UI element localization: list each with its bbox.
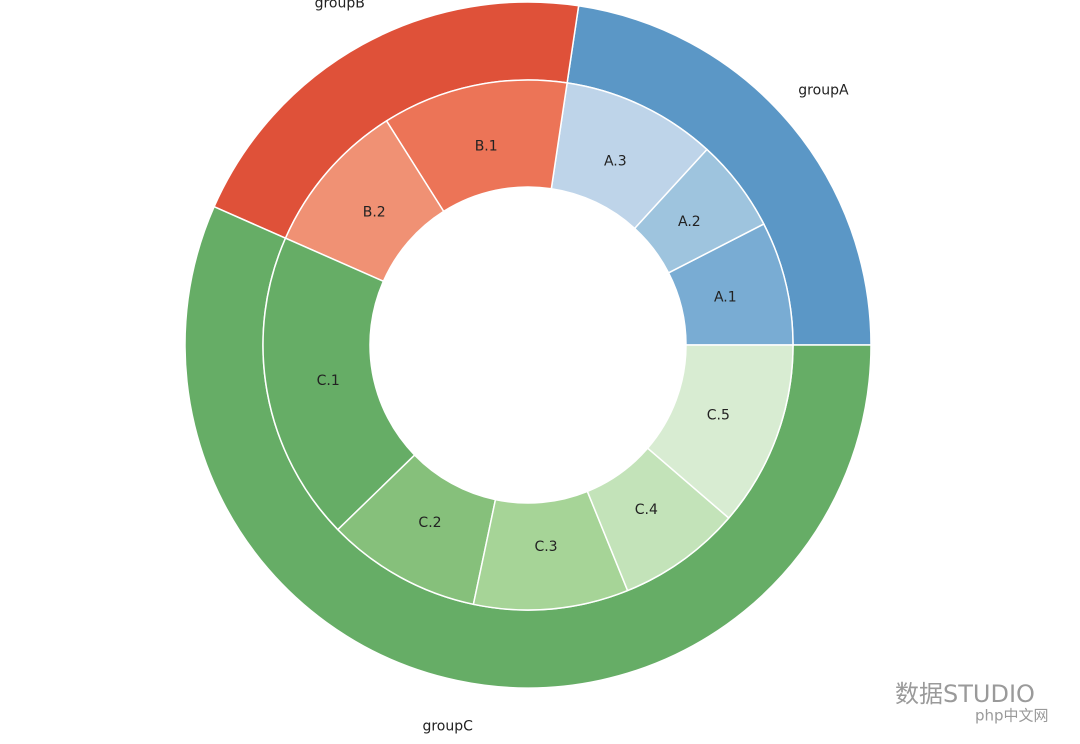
subgroup-label: B.2 <box>363 204 386 220</box>
subgroup-label: C.4 <box>635 502 658 518</box>
subgroup-label: B.1 <box>475 138 498 154</box>
inner-wedge <box>646 344 794 520</box>
subgroup-label: C.1 <box>317 373 340 389</box>
subgroup-label: A.2 <box>678 214 701 230</box>
group-label: groupC <box>422 719 473 735</box>
watermark: php中文网 <box>975 707 1049 725</box>
subgroup-label: A.1 <box>714 289 737 305</box>
group-label: groupB <box>315 0 365 11</box>
subgroup-label: A.3 <box>604 154 627 170</box>
inner-wedge <box>262 237 416 531</box>
subgroup-label: C.2 <box>418 515 441 531</box>
watermark: 数据STUDIO <box>895 680 1035 708</box>
subgroup-label: C.5 <box>707 408 730 424</box>
subgroup-label: C.3 <box>534 539 557 555</box>
group-label: groupA <box>798 82 849 98</box>
